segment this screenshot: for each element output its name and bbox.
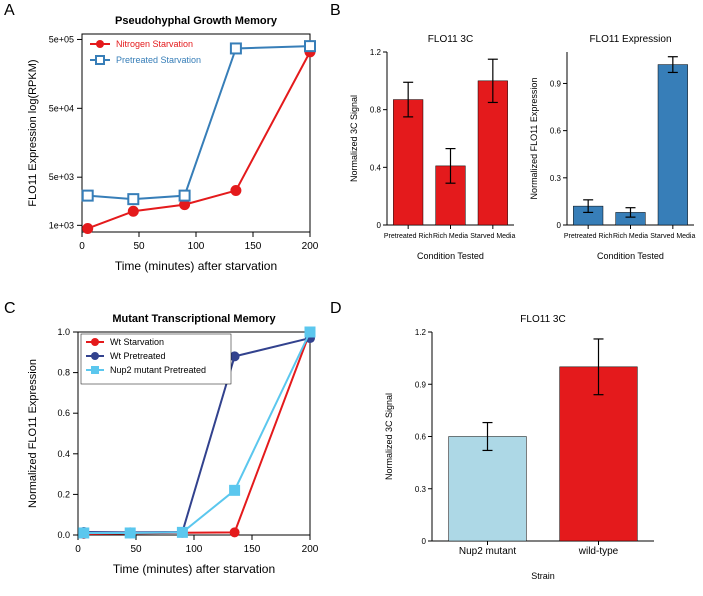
svg-text:FLO11 Expression: FLO11 Expression xyxy=(589,34,671,45)
svg-text:FLO11 3C: FLO11 3C xyxy=(428,34,473,45)
svg-text:0.2: 0.2 xyxy=(57,489,70,499)
svg-text:0.9: 0.9 xyxy=(415,380,427,389)
svg-text:0.8: 0.8 xyxy=(370,106,382,115)
svg-text:5e+04: 5e+04 xyxy=(49,103,74,113)
svg-text:5e+05: 5e+05 xyxy=(49,34,74,44)
svg-text:Starved Media: Starved Media xyxy=(650,233,695,240)
svg-text:100: 100 xyxy=(188,241,205,252)
panel-b-right: FLO11 Expression 0 0.3 0.6 0.9 Normalized FLO… xyxy=(525,30,700,265)
svg-text:150: 150 xyxy=(244,544,261,555)
svg-text:0.3: 0.3 xyxy=(550,174,562,183)
svg-text:0: 0 xyxy=(75,544,81,555)
svg-text:50: 50 xyxy=(130,544,142,555)
svg-text:0.6: 0.6 xyxy=(57,408,70,418)
svg-text:Pseudohyphal Growth Memory: Pseudohyphal Growth Memory xyxy=(115,15,278,27)
svg-text:Normalized FLO11 Expression: Normalized FLO11 Expression xyxy=(529,78,539,200)
panel-a: Pseudohyphal Growth Memory 0 50 100 150 200 1e… xyxy=(20,10,320,280)
svg-text:Strain: Strain xyxy=(531,571,555,581)
svg-text:Condition Tested: Condition Tested xyxy=(597,251,664,261)
svg-text:Nup2 mutant: Nup2 mutant xyxy=(459,546,516,557)
svg-text:1e+03: 1e+03 xyxy=(49,220,74,230)
svg-text:0.0: 0.0 xyxy=(57,530,70,540)
svg-text:100: 100 xyxy=(186,544,203,555)
svg-text:Starved Media: Starved Media xyxy=(470,233,515,240)
panel-c-label: C xyxy=(4,300,16,318)
svg-text:Rich Media: Rich Media xyxy=(613,233,648,240)
svg-text:50: 50 xyxy=(133,241,145,252)
svg-text:0: 0 xyxy=(377,221,382,230)
panel-a-label: A xyxy=(4,2,15,20)
svg-text:200: 200 xyxy=(302,544,319,555)
svg-text:Pretreated Rich: Pretreated Rich xyxy=(564,233,613,240)
panel-c: Mutant Transcriptional Memory 0 50 100 150 20… xyxy=(20,308,320,583)
svg-text:Nup2 mutant Pretreated: Nup2 mutant Pretreated xyxy=(110,365,206,375)
svg-text:Condition Tested: Condition Tested xyxy=(417,251,484,261)
svg-text:Normalized 3C Signal: Normalized 3C Signal xyxy=(384,393,394,480)
svg-text:1.2: 1.2 xyxy=(415,328,427,337)
svg-text:0: 0 xyxy=(422,537,427,546)
svg-text:0.6: 0.6 xyxy=(415,433,427,442)
panel-d-label: D xyxy=(330,300,342,318)
svg-text:5e+03: 5e+03 xyxy=(49,172,74,182)
svg-text:Time (minutes) after starvatio: Time (minutes) after starvation xyxy=(113,562,275,576)
panel-b-label: B xyxy=(330,2,341,20)
svg-text:Time (minutes) after starvatio: Time (minutes) after starvation xyxy=(115,259,277,273)
svg-text:0.6: 0.6 xyxy=(550,127,562,136)
svg-text:0: 0 xyxy=(79,241,85,252)
svg-text:Pretreated Rich: Pretreated Rich xyxy=(384,233,433,240)
svg-text:Wt Pretreated: Wt Pretreated xyxy=(110,351,166,361)
svg-text:0.3: 0.3 xyxy=(415,485,427,494)
svg-text:1.0: 1.0 xyxy=(57,327,70,337)
svg-text:0: 0 xyxy=(557,221,562,230)
svg-text:0.4: 0.4 xyxy=(370,163,382,172)
svg-text:FLO11 Expression log(RPKM): FLO11 Expression log(RPKM) xyxy=(27,59,39,206)
svg-text:Pretreated Starvation: Pretreated Starvation xyxy=(116,55,201,65)
svg-text:Normalized 3C Signal: Normalized 3C Signal xyxy=(349,95,359,182)
svg-text:FLO11 3C: FLO11 3C xyxy=(520,314,565,325)
svg-text:0.9: 0.9 xyxy=(550,79,562,88)
svg-text:Nitrogen Starvation: Nitrogen Starvation xyxy=(116,39,193,49)
svg-text:200: 200 xyxy=(302,241,319,252)
svg-text:Mutant Transcriptional Memory: Mutant Transcriptional Memory xyxy=(112,313,276,325)
panel-d: FLO11 3C 0 0.3 0.6 0.9 1.2 Normalized 3C Signa… xyxy=(380,310,660,585)
svg-text:wild-type: wild-type xyxy=(578,546,619,557)
svg-text:1.2: 1.2 xyxy=(370,48,382,57)
svg-text:Wt Starvation: Wt Starvation xyxy=(110,337,164,347)
svg-text:Rich Media: Rich Media xyxy=(433,233,468,240)
svg-text:Normalized FLO11 Expression: Normalized FLO11 Expression xyxy=(27,359,39,508)
svg-text:150: 150 xyxy=(245,241,262,252)
svg-text:0.4: 0.4 xyxy=(57,449,70,459)
svg-text:0.8: 0.8 xyxy=(57,368,70,378)
panel-b-left: FLO11 3C 0 0.4 0.8 1.2 Normalized 3C Signal Pr… xyxy=(345,30,520,265)
